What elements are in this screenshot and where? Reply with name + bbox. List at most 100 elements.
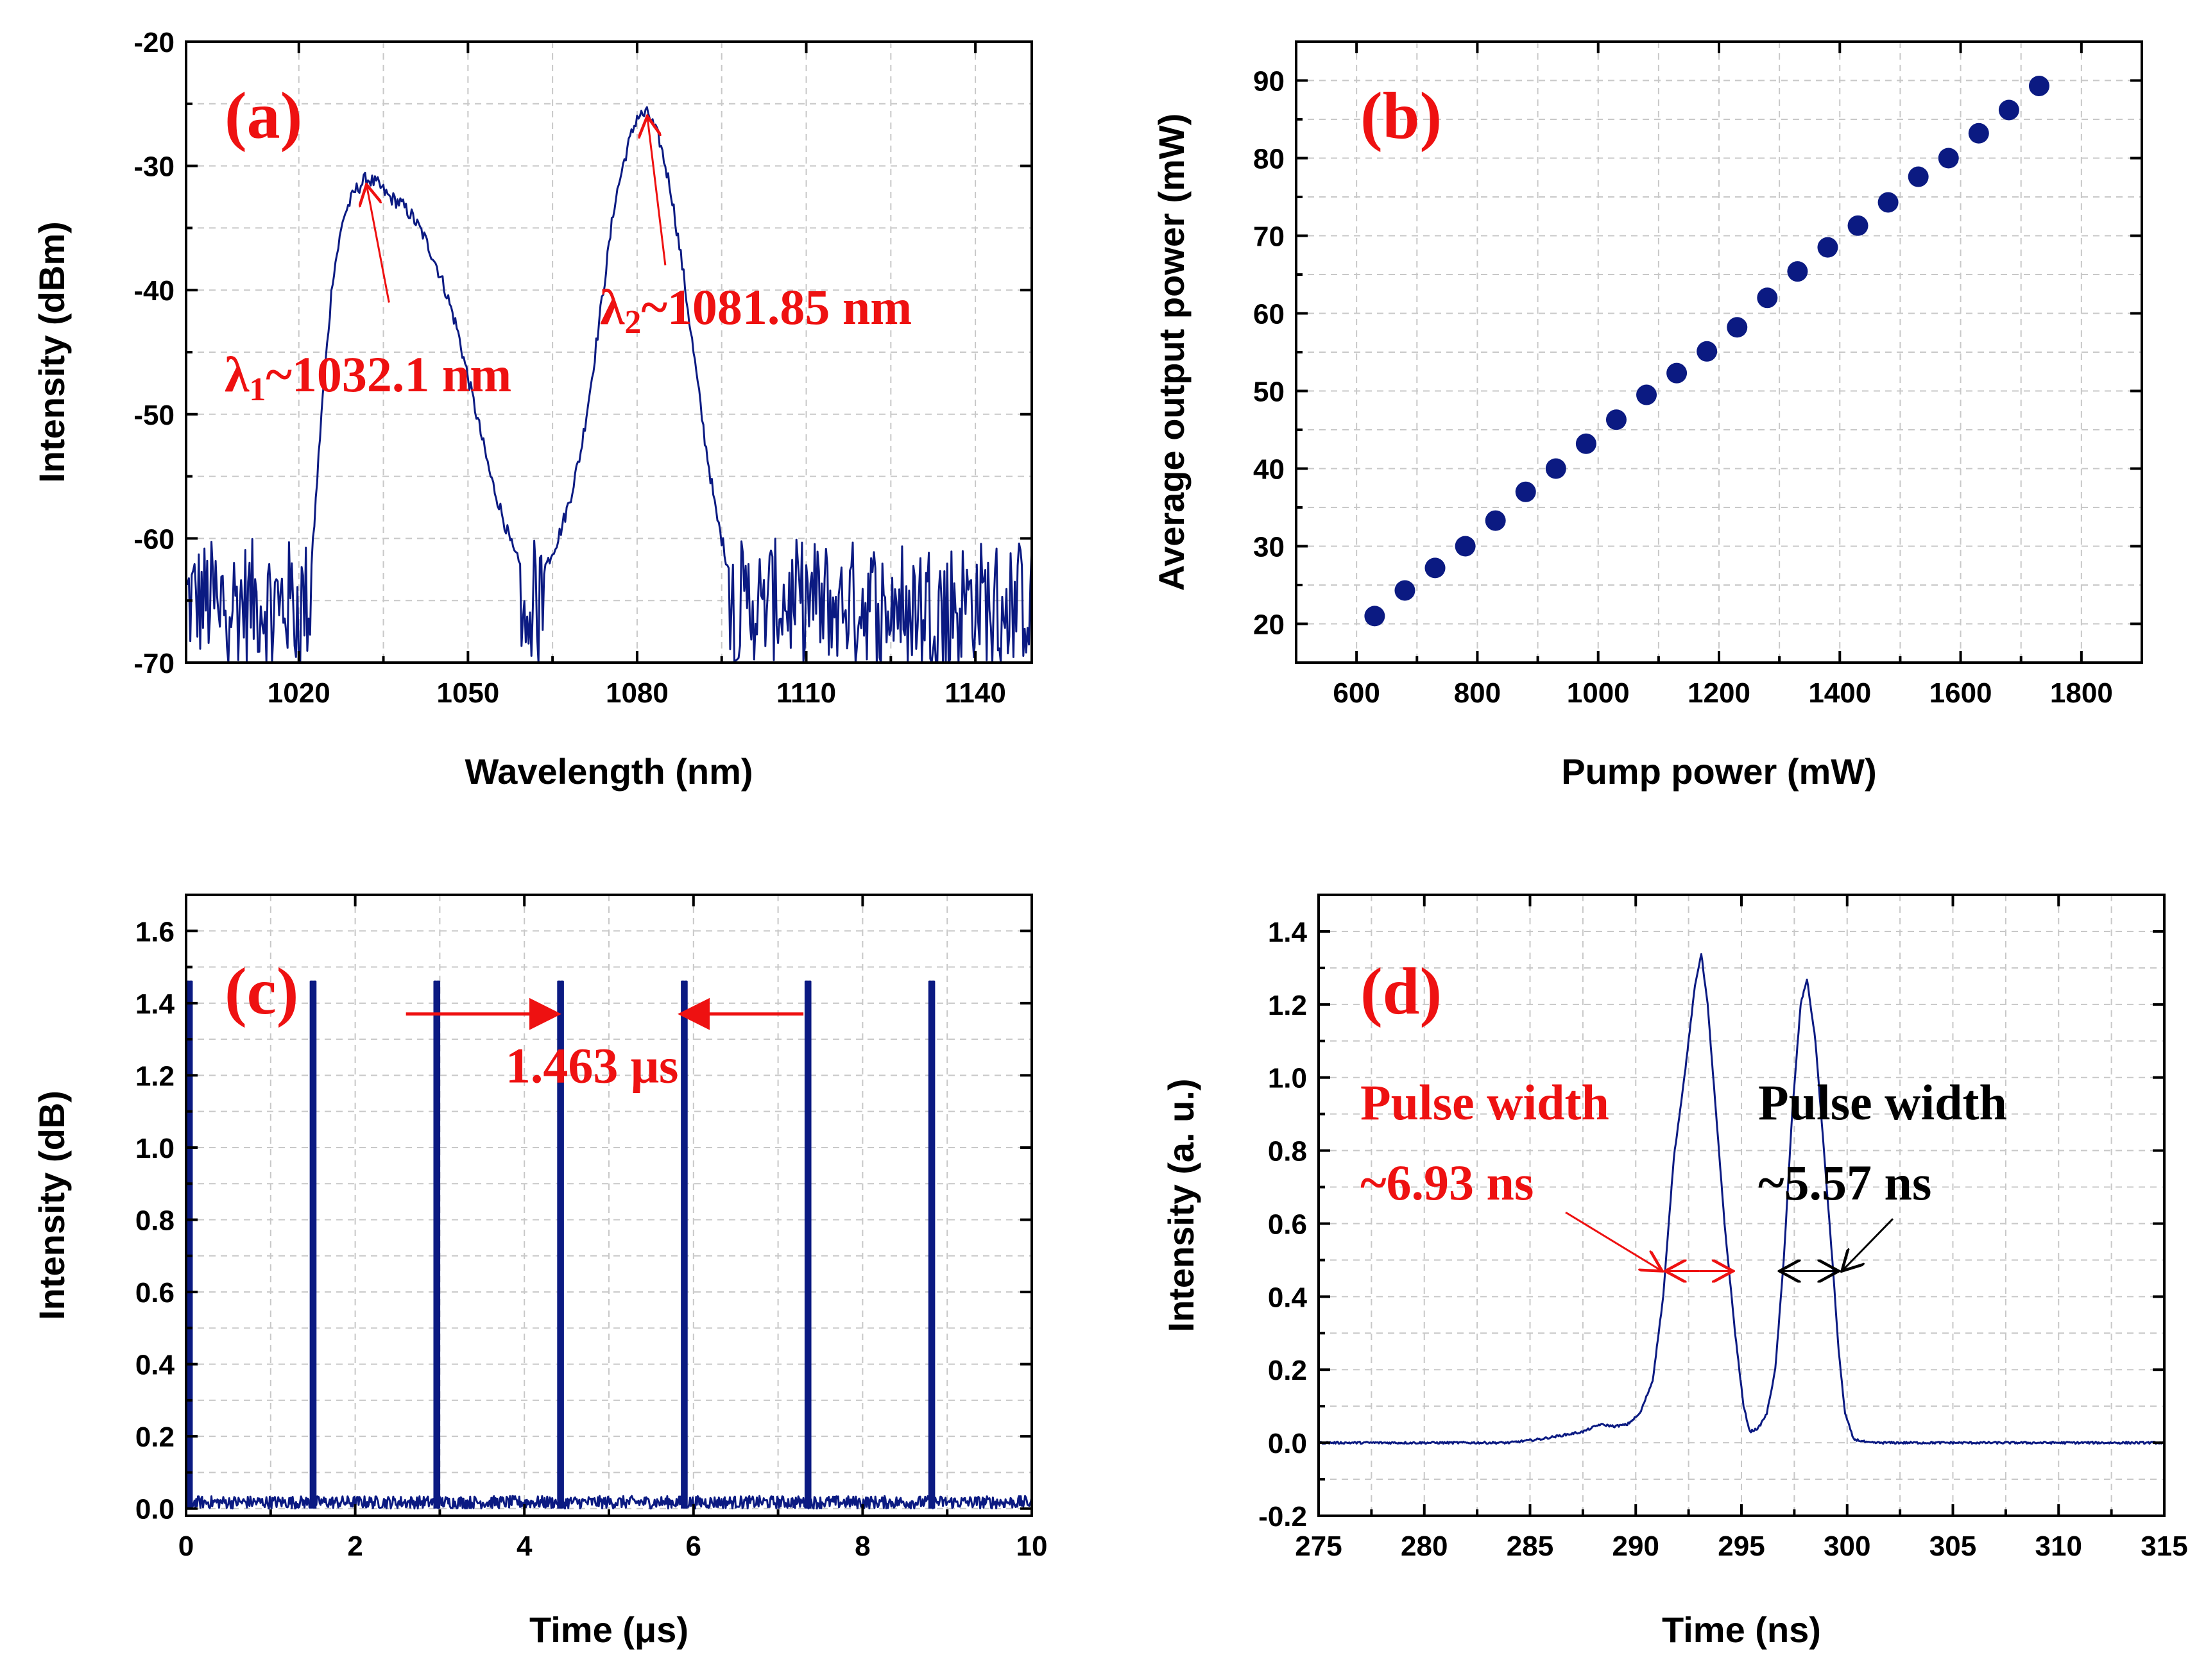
y-tick-label: 0.0 [135,1494,175,1525]
panel-b-plot [1364,75,2049,627]
peak-wavelength: ~1081.85 nm [641,279,912,335]
y-tick-label: 80 [1253,144,1285,175]
data-point [1394,580,1415,601]
y-tick-label: 0.2 [1268,1355,1307,1386]
y-tick-label: 0.6 [1268,1209,1307,1240]
spectrum-trace [185,106,1033,664]
data-point [2028,75,2049,96]
data-point [1757,287,1778,309]
x-tick-label: 10 [1016,1531,1048,1562]
data-point [1817,237,1838,258]
x-tick-label: 275 [1295,1531,1342,1562]
x-tick-label: 310 [2035,1531,2082,1562]
data-point [1515,481,1536,502]
y-tick-label: -40 [133,275,175,307]
data-point [1727,317,1748,338]
lambda-symbol: λ [225,346,250,402]
panel-d: 275 280 285 290 295 300 305 310 315 -0.2 0.0 0.2 0.4… [1161,894,2188,1650]
data-point [1998,99,2019,121]
data-point [1847,215,1868,236]
y-tick-label: -50 [133,400,175,431]
y-tick-label: 1.4 [1268,917,1308,948]
y-tick-label: 30 [1253,532,1285,563]
x-tick-label: 0 [178,1531,194,1562]
y-tick-label: 40 [1253,454,1285,486]
data-point [1877,192,1899,213]
x-tick-label: 800 [1454,677,1501,709]
panel-a-ticks: 1020 1050 1080 1110 1140 -70 -60 -50 -40 -30 -20 [133,27,1032,709]
peak-label: λ1~1032.1 nm [225,346,511,408]
panel-b-label: (b) [1360,79,1442,153]
panel-b-ticks: 600 800 1000 1200 1400 1600 1800 20 30 40 50 60 70 80… [1253,42,2142,709]
x-tick-label: 1800 [2050,677,2113,709]
x-tick-label: 1400 [1808,677,1871,709]
y-tick-label: -30 [133,151,175,183]
data-point [1455,536,1476,557]
panel-a-label: (a) [225,79,302,153]
data-point [1787,261,1808,282]
x-tick-label: 315 [2141,1531,2187,1562]
panel-d-plot [1317,953,2164,1445]
panel-a-plot [185,106,1033,664]
y-tick-label: -60 [133,523,175,555]
y-tick-label: 1.4 [135,988,175,1020]
pulse-profile-trace [1317,953,2164,1445]
y-tick-label: 0.4 [1268,1282,1308,1313]
y-tick-label: 0.8 [1268,1136,1307,1167]
y-tick-label: -0.2 [1258,1501,1307,1532]
x-tick-label: 305 [1929,1531,1976,1562]
pulse [433,980,441,1509]
panel-d-ylabel: Intensity (a. u.) [1161,1078,1201,1332]
y-tick-label: -20 [133,27,175,58]
data-point [1485,510,1506,531]
panel-c-annotations: 1.463 μs [406,997,804,1094]
panel-c-ylabel: Intensity (dB) [31,1090,72,1320]
peak-arrow [647,116,667,266]
panel-c-plot [185,980,1033,1510]
pulse-width-title: Pulse width [1758,1074,2007,1130]
data-point [1968,123,1989,144]
width-leader-arrow [1565,1211,1662,1271]
panel-b: 600 800 1000 1200 1400 1600 1800 20 30 40 50 60 70 80… [1151,40,2143,792]
x-tick-label: 280 [1401,1531,1448,1562]
data-point [1605,409,1627,430]
pulse-width-value: ~5.57 ns [1758,1155,1931,1210]
x-tick-label: 6 [686,1531,701,1562]
peak-wavelength: ~1032.1 nm [266,346,511,402]
x-tick-label: 1110 [776,677,836,709]
x-tick-label: 1600 [1929,677,1992,709]
y-tick-label: 1.2 [1268,990,1307,1021]
peak-arrow [366,185,390,303]
panel-a-ylabel: Intensity (dBm) [31,221,72,483]
panel-a: 1020 1050 1080 1110 1140 -70 -60 -50 -40 -30 -20 (… [31,27,1033,792]
panel-c-xlabel: Time (μs) [529,1609,688,1650]
panel-c-grid [186,895,1032,1516]
y-tick-label: 60 [1253,299,1285,330]
width-leader-arrow [1842,1218,1894,1271]
panel-b-xlabel: Pump power (mW) [1561,751,1877,792]
data-point [1424,557,1446,579]
data-point [1938,148,1959,169]
data-point [1575,433,1596,454]
y-tick-label: 1.0 [135,1133,175,1164]
pulse [681,980,688,1509]
panel-c-ticks: 0 2 4 6 8 10 0.0 0.2 0.4 0.6 0.8 1.0 1.2 1.4 1.6 [135,895,1048,1562]
data-point [1908,166,1929,187]
x-tick-label: 300 [1824,1531,1870,1562]
y-tick-label: 0.2 [135,1421,175,1453]
x-tick-label: 295 [1718,1531,1765,1562]
data-point [1697,341,1718,362]
pulse [804,980,812,1509]
x-tick-label: 1000 [1567,677,1630,709]
pulse [557,980,564,1509]
x-tick-label: 1050 [436,677,499,709]
panel-b-grid [1296,42,2142,663]
panel-d-label: (d) [1360,955,1442,1028]
data-point [1545,458,1566,479]
panel-c-label: (c) [225,955,298,1028]
x-tick-label: 290 [1612,1531,1659,1562]
y-tick-label: 90 [1253,66,1285,98]
y-tick-label: -70 [133,648,175,679]
